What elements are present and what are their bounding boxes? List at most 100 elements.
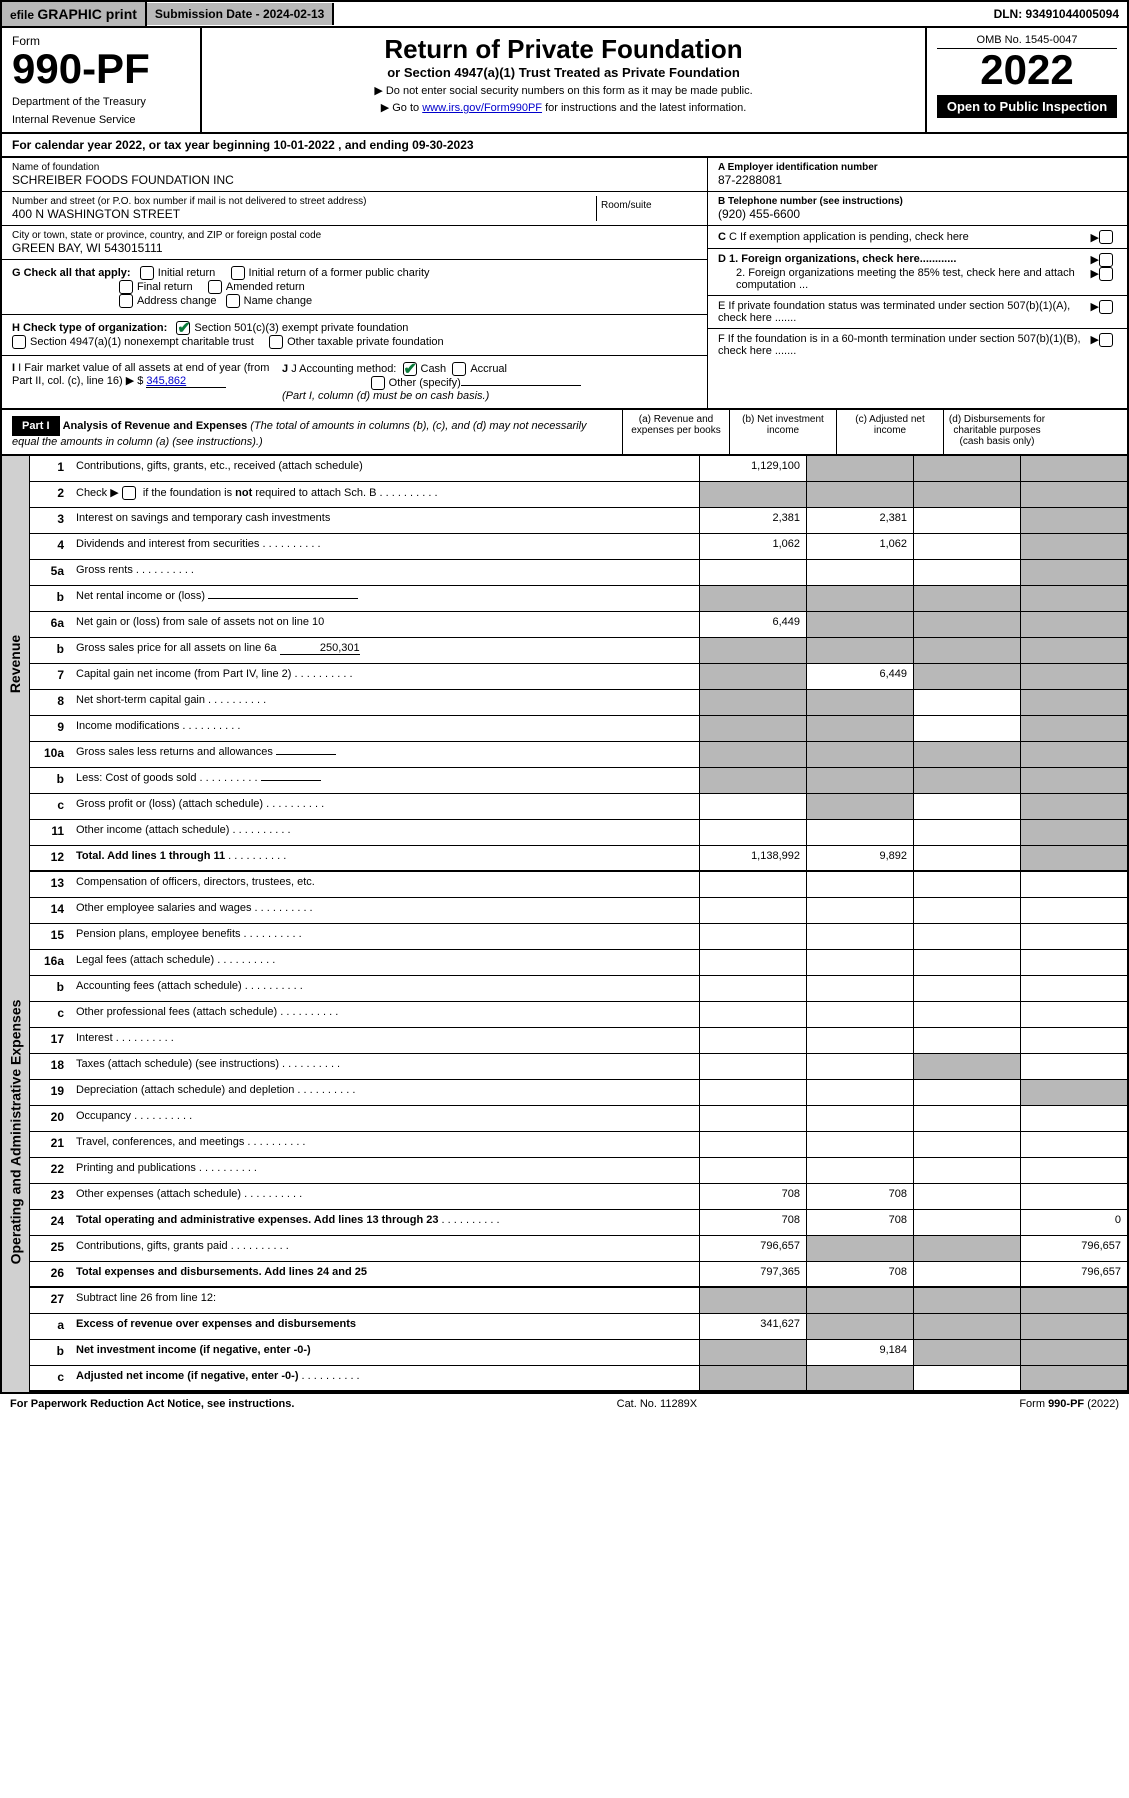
name-label: Name of foundation <box>12 162 697 173</box>
line-27b: bNet investment income (if negative, ent… <box>30 1340 1129 1366</box>
note-ssn: ▶ Do not enter social security numbers o… <box>212 84 915 97</box>
chk-address-change[interactable] <box>119 294 133 308</box>
chk-initial-former[interactable] <box>231 266 245 280</box>
line-12: 12Total. Add lines 1 through 111,138,992… <box>30 846 1129 872</box>
line-13: 13Compensation of officers, directors, t… <box>30 872 1129 898</box>
addr-label: Number and street (or P.O. box number if… <box>12 196 596 207</box>
line-15: 15Pension plans, employee benefits <box>30 924 1129 950</box>
line-19: 19Depreciation (attach schedule) and dep… <box>30 1080 1129 1106</box>
form-number: 990-PF <box>12 48 190 90</box>
line-3: 3Interest on savings and temporary cash … <box>30 508 1129 534</box>
chk-4947[interactable] <box>12 335 26 349</box>
line-26: 26Total expenses and disbursements. Add … <box>30 1262 1129 1288</box>
c-label: C If exemption application is pending, c… <box>729 231 969 243</box>
form-header: Form 990-PF Department of the Treasury I… <box>0 28 1129 134</box>
irs-link[interactable]: www.irs.gov/Form990PF <box>422 102 542 114</box>
e-label: E If private foundation status was termi… <box>718 300 1091 324</box>
efile-badge: efile GRAPHIC print <box>2 2 147 26</box>
chk-initial-return[interactable] <box>140 266 154 280</box>
line-14: 14Other employee salaries and wages <box>30 898 1129 924</box>
chk-accrual[interactable] <box>452 362 466 376</box>
fmv-value[interactable]: 345,862 <box>146 375 226 388</box>
expenses-side-label: Operating and Administrative Expenses <box>0 872 30 1392</box>
d1-label: D 1. Foreign organizations, check here..… <box>718 253 956 265</box>
open-to-public: Open to Public Inspection <box>937 95 1117 118</box>
chk-exemption-pending[interactable] <box>1099 230 1113 244</box>
chk-other-taxable[interactable] <box>269 335 283 349</box>
section-h: H Check type of organization: Section 50… <box>2 315 707 356</box>
part1-badge: Part I <box>12 416 60 436</box>
line-25: 25Contributions, gifts, grants paid796,6… <box>30 1236 1129 1262</box>
line-16c: cOther professional fees (attach schedul… <box>30 1002 1129 1028</box>
dln: DLN: 93491044005094 <box>986 3 1127 25</box>
line-10a: 10aGross sales less returns and allowanc… <box>30 742 1129 768</box>
tel-label: B Telephone number (see instructions) <box>718 196 903 207</box>
part1-header-row: Part I Analysis of Revenue and Expenses … <box>0 410 1129 456</box>
f-label: F If the foundation is in a 60-month ter… <box>718 333 1091 357</box>
tax-year: 2022 <box>937 49 1117 91</box>
ein-value: 87-2288081 <box>718 173 1117 187</box>
line-5b: bNet rental income or (loss) <box>30 586 1129 612</box>
tel-value: (920) 455-6600 <box>718 207 1117 221</box>
line-11: 11Other income (attach schedule) <box>30 820 1129 846</box>
line-6b: bGross sales price for all assets on lin… <box>30 638 1129 664</box>
dept-treasury: Department of the Treasury <box>12 96 190 108</box>
revenue-side-label: Revenue <box>0 456 30 872</box>
line-4: 4Dividends and interest from securities1… <box>30 534 1129 560</box>
chk-amended[interactable] <box>208 280 222 294</box>
d2-label: 2. Foreign organizations meeting the 85%… <box>718 267 1091 291</box>
chk-name-change[interactable] <box>226 294 240 308</box>
calendar-year-line: For calendar year 2022, or tax year begi… <box>0 134 1129 158</box>
line-27c: cAdjusted net income (if negative, enter… <box>30 1366 1129 1392</box>
chk-status-terminated[interactable] <box>1099 300 1113 314</box>
line-18: 18Taxes (attach schedule) (see instructi… <box>30 1054 1129 1080</box>
city-state-zip: GREEN BAY, WI 543015111 <box>12 241 697 255</box>
dept-irs: Internal Revenue Service <box>12 114 190 126</box>
line-1: 1Contributions, gifts, grants, etc., rec… <box>30 456 1129 482</box>
city-label: City or town, state or province, country… <box>12 230 697 241</box>
form-ref: Form 990-PF (2022) <box>1019 1398 1119 1410</box>
cat-number: Cat. No. 11289X <box>617 1398 698 1410</box>
fmv-label: I Fair market value of all assets at end… <box>12 362 269 387</box>
paperwork-notice: For Paperwork Reduction Act Notice, see … <box>10 1398 294 1410</box>
col-d-header: (d) Disbursements for charitable purpose… <box>943 410 1050 454</box>
line-16b: bAccounting fees (attach schedule) <box>30 976 1129 1002</box>
line-6a: 6aNet gain or (loss) from sale of assets… <box>30 612 1129 638</box>
line-27: 27Subtract line 26 from line 12: <box>30 1288 1129 1314</box>
chk-other-method[interactable] <box>371 376 385 390</box>
section-i-j: I I Fair market value of all assets at e… <box>2 356 707 408</box>
line-20: 20Occupancy <box>30 1106 1129 1132</box>
line-27a: aExcess of revenue over expenses and dis… <box>30 1314 1129 1340</box>
chk-85pct-test[interactable] <box>1099 267 1113 281</box>
chk-60month[interactable] <box>1099 333 1113 347</box>
chk-schb[interactable] <box>122 486 136 500</box>
line-5a: 5aGross rents <box>30 560 1129 586</box>
line-23: 23Other expenses (attach schedule)708708 <box>30 1184 1129 1210</box>
chk-foreign-org[interactable] <box>1099 253 1113 267</box>
col-c-header: (c) Adjusted net income <box>836 410 943 454</box>
chk-cash[interactable] <box>403 362 417 376</box>
chk-final-return[interactable] <box>119 280 133 294</box>
chk-501c3[interactable] <box>176 321 190 335</box>
street-address: 400 N WASHINGTON STREET <box>12 207 596 221</box>
part1-title: Analysis of Revenue and Expenses <box>63 420 248 432</box>
submission-date: Submission Date - 2024-02-13 <box>147 3 334 25</box>
page-footer: For Paperwork Reduction Act Notice, see … <box>0 1392 1129 1414</box>
line-16a: 16aLegal fees (attach schedule) <box>30 950 1129 976</box>
foundation-name: SCHREIBER FOODS FOUNDATION INC <box>12 173 697 187</box>
col-a-header: (a) Revenue and expenses per books <box>622 410 729 454</box>
col-b-header: (b) Net investment income <box>729 410 836 454</box>
line-17: 17Interest <box>30 1028 1129 1054</box>
section-g: G Check all that apply: Initial return I… <box>2 260 707 315</box>
note-goto: ▶ Go to www.irs.gov/Form990PF for instru… <box>212 101 915 114</box>
line-22: 22Printing and publications <box>30 1158 1129 1184</box>
cash-basis-note: (Part I, column (d) must be on cash basi… <box>282 390 489 402</box>
line-9: 9Income modifications <box>30 716 1129 742</box>
line-21: 21Travel, conferences, and meetings <box>30 1132 1129 1158</box>
line-2: 2Check ▶ if the foundation is not requir… <box>30 482 1129 508</box>
top-bar: efile GRAPHIC print Submission Date - 20… <box>0 0 1129 28</box>
ein-label: A Employer identification number <box>718 162 878 173</box>
line-10c: cGross profit or (loss) (attach schedule… <box>30 794 1129 820</box>
line-24: 24Total operating and administrative exp… <box>30 1210 1129 1236</box>
line-8: 8Net short-term capital gain <box>30 690 1129 716</box>
